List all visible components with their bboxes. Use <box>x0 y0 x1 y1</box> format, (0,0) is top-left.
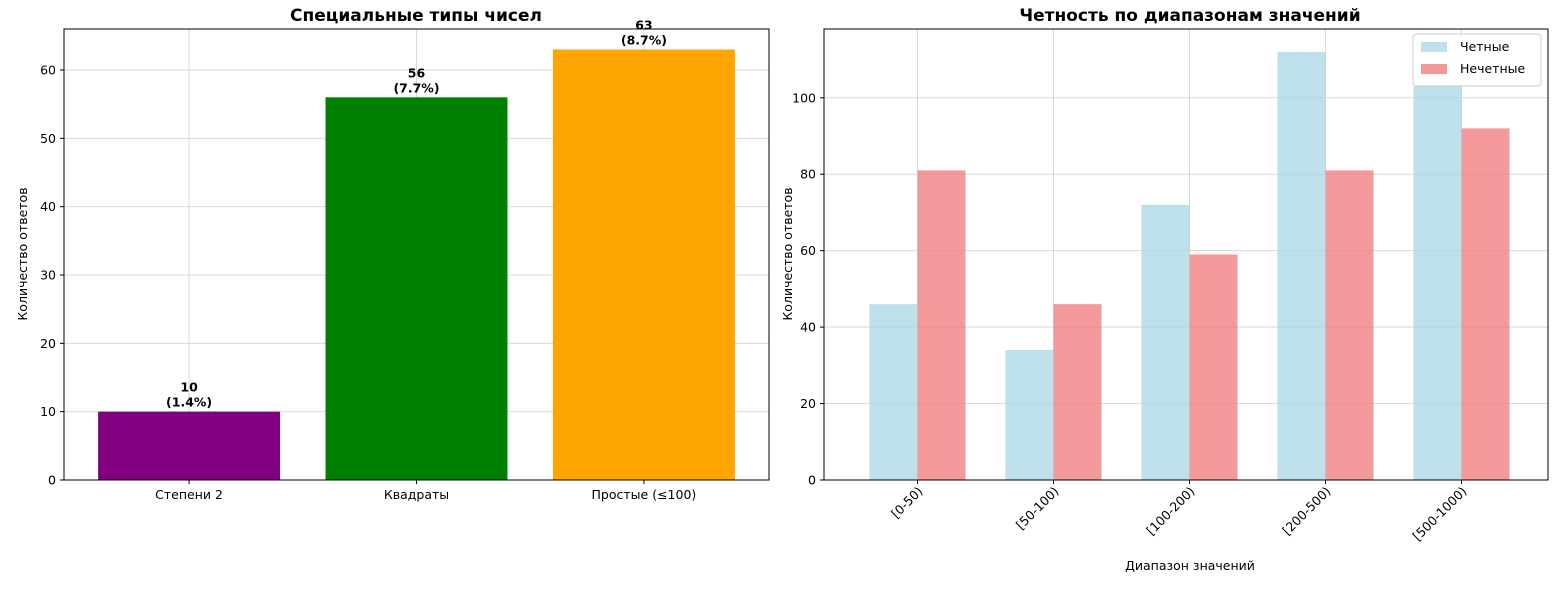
chart1-ytick-label: 10 <box>40 404 56 419</box>
chart2-bar-odd <box>1053 304 1102 480</box>
chart2-xlabel: Диапазон значений <box>1125 558 1255 573</box>
chart1-xtick-label: Простые (≤100) <box>592 487 697 502</box>
chart2-xtick-label: [50-100) <box>1013 484 1062 533</box>
chart1-ytick-label: 30 <box>40 268 56 283</box>
chart1-bar-percent-label: (8.7%) <box>621 33 667 48</box>
chart1-bar <box>552 49 735 480</box>
chart2-xtick-label: [500-1000) <box>1410 484 1470 544</box>
chart-parity-by-range: Четность по диапазонам значений Количест… <box>780 6 1549 573</box>
chart2-xtick-label: [200-500) <box>1279 484 1333 538</box>
chart1-ytick-label: 40 <box>40 199 56 214</box>
chart2-bar-even <box>1413 86 1462 480</box>
chart2-bar-even <box>1277 51 1326 481</box>
chart2-xtick-label: [100-200) <box>1143 484 1197 538</box>
chart2-ytick-label: 40 <box>800 320 816 335</box>
chart2-bar-odd <box>1325 170 1374 480</box>
chart2-legend-label: Нечетные <box>1460 61 1525 76</box>
chart2-bar-even <box>1005 350 1054 480</box>
chart2-bar-odd <box>1189 254 1238 480</box>
chart1-ytick-label: 50 <box>40 131 56 146</box>
chart1-xtick-label: Степени 2 <box>155 487 223 502</box>
chart2-bar-odd <box>1461 128 1510 481</box>
chart2-xtick-label: [0-50) <box>888 484 926 522</box>
chart1-ytick-label: 20 <box>40 336 56 351</box>
chart1-bar-value-label: 63 <box>635 18 652 33</box>
chart2-legend: Четные Нечетные <box>1412 33 1542 87</box>
chart2-legend-swatch <box>1421 42 1447 52</box>
chart2-bar-even <box>869 304 918 480</box>
chart2-ytick-label: 20 <box>800 396 816 411</box>
chart1-bar-percent-label: (1.4%) <box>166 395 212 410</box>
chart1-bar-value-label: 56 <box>408 65 426 80</box>
chart1-ytick-label: 0 <box>48 473 56 488</box>
chart2-bar-even <box>1141 204 1190 481</box>
chart1-bar <box>98 411 281 480</box>
chart2-legend-swatch <box>1421 64 1447 74</box>
chart2-ylabel: Количество ответов <box>780 187 795 320</box>
chart1-bar <box>325 97 508 480</box>
chart2-axes-frame <box>823 28 1549 481</box>
chart-special-number-types: Специальные типы чисел Количество ответо… <box>15 6 770 502</box>
chart2-ytick-label: 60 <box>800 243 816 258</box>
chart2-ytick-label: 0 <box>808 473 816 488</box>
chart1-bar-value-label: 10 <box>180 380 198 395</box>
chart2-ytick-label: 100 <box>792 90 816 105</box>
chart1-bar-percent-label: (7.7%) <box>393 80 439 95</box>
chart2-ytick-label: 80 <box>800 167 816 182</box>
chart1-xtick-label: Квадраты <box>384 487 449 502</box>
chart1-ylabel: Количество ответов <box>15 187 30 320</box>
chart1-title: Специальные типы чисел <box>290 6 542 26</box>
chart1-ytick-label: 60 <box>40 63 56 78</box>
chart2-title: Четность по диапазонам значений <box>1019 6 1360 26</box>
chart2-legend-label: Четные <box>1460 39 1510 54</box>
chart2-bar-odd <box>917 170 966 480</box>
